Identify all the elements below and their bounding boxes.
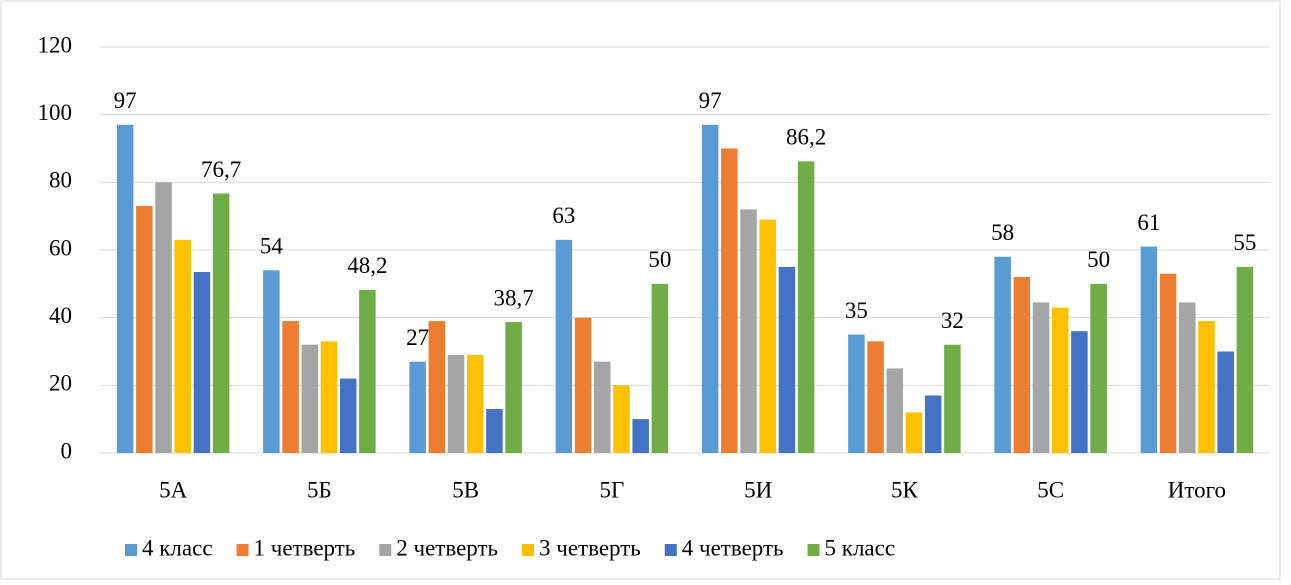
x-tick-label: 5А — [159, 477, 188, 502]
legend-label: 4 четверть — [682, 535, 784, 560]
bar — [116, 124, 134, 454]
bar — [740, 209, 757, 453]
data-label: 63 — [552, 203, 575, 228]
bar — [555, 239, 573, 453]
data-label: 54 — [260, 234, 284, 259]
bar — [505, 322, 522, 453]
bar — [1159, 273, 1177, 453]
legend-label: 2 четверть — [396, 535, 498, 560]
legend-swatch — [379, 544, 392, 556]
bar — [409, 361, 426, 453]
legend-label: 1 четверть — [254, 535, 356, 560]
bar — [944, 344, 961, 453]
bar — [174, 239, 191, 453]
y-tick-label: 80 — [49, 168, 72, 193]
bar — [359, 289, 376, 453]
y-tick-label: 60 — [49, 235, 72, 260]
y-tick-label: 20 — [49, 371, 72, 396]
data-label: 27 — [406, 325, 429, 350]
bar — [778, 266, 796, 453]
bar — [1140, 246, 1158, 453]
legend-swatch — [522, 544, 535, 556]
bar — [924, 395, 942, 453]
bar — [466, 354, 484, 453]
legend-swatch — [236, 544, 249, 556]
data-label: 61 — [1137, 210, 1160, 235]
bar — [339, 378, 357, 453]
bar — [447, 354, 465, 453]
bar — [994, 256, 1011, 453]
x-tick-label: 5К — [891, 477, 919, 502]
bar — [867, 341, 884, 453]
y-tick-label: 100 — [38, 100, 73, 125]
y-tick-label: 40 — [49, 303, 72, 328]
bar — [193, 271, 211, 453]
bar — [1217, 351, 1234, 453]
legend-swatch — [125, 544, 137, 556]
bar — [1236, 266, 1254, 453]
data-label: 35 — [845, 298, 868, 323]
data-label: 38,7 — [494, 285, 534, 310]
data-label: 58 — [991, 220, 1014, 245]
bar — [701, 124, 719, 454]
bar — [428, 321, 446, 453]
bar — [1179, 302, 1196, 453]
data-label: 76,7 — [201, 157, 241, 182]
bar — [886, 368, 904, 453]
bar — [212, 193, 230, 453]
x-tick-label: 5Б — [307, 477, 332, 502]
data-label: 48,2 — [347, 253, 387, 278]
data-label: 97 — [114, 88, 137, 113]
bar — [320, 341, 338, 453]
y-tick-label: 120 — [38, 32, 73, 57]
bar — [1071, 331, 1088, 453]
bar — [1051, 307, 1069, 453]
data-label: 97 — [699, 88, 722, 113]
bar — [1198, 321, 1215, 453]
bar — [632, 419, 649, 453]
bar — [1013, 277, 1031, 453]
bar — [263, 270, 280, 453]
bar — [651, 283, 669, 453]
x-tick-label: 5Г — [599, 477, 624, 502]
bar — [848, 334, 865, 453]
bar — [136, 206, 153, 453]
bar — [1032, 302, 1050, 453]
bar — [594, 361, 611, 453]
data-label: 32 — [941, 308, 964, 333]
data-label: 50 — [1087, 247, 1110, 272]
bar — [574, 317, 592, 453]
bar — [486, 409, 503, 453]
x-tick-label: 5С — [1037, 477, 1064, 502]
data-label: 55 — [1233, 230, 1256, 255]
x-tick-label: Итого — [1168, 477, 1226, 502]
legend-swatch — [664, 544, 677, 556]
data-label: 86,2 — [786, 125, 826, 150]
bar — [905, 412, 923, 453]
bar — [282, 321, 299, 453]
x-tick-label: 5В — [452, 477, 479, 502]
legend-label: 4 класс — [142, 535, 213, 560]
bar — [797, 161, 815, 453]
legend-label: 3 четверть — [539, 535, 641, 560]
x-tick-label: 5И — [744, 477, 772, 502]
bar — [721, 148, 738, 453]
bar — [155, 182, 172, 454]
bar — [613, 385, 630, 453]
bar — [1090, 283, 1107, 453]
bar — [759, 219, 776, 453]
legend-swatch — [807, 544, 820, 556]
bar — [301, 344, 319, 453]
data-label: 50 — [648, 247, 671, 272]
y-tick-label: 0 — [61, 438, 73, 463]
legend-label: 5 класс — [825, 535, 896, 560]
